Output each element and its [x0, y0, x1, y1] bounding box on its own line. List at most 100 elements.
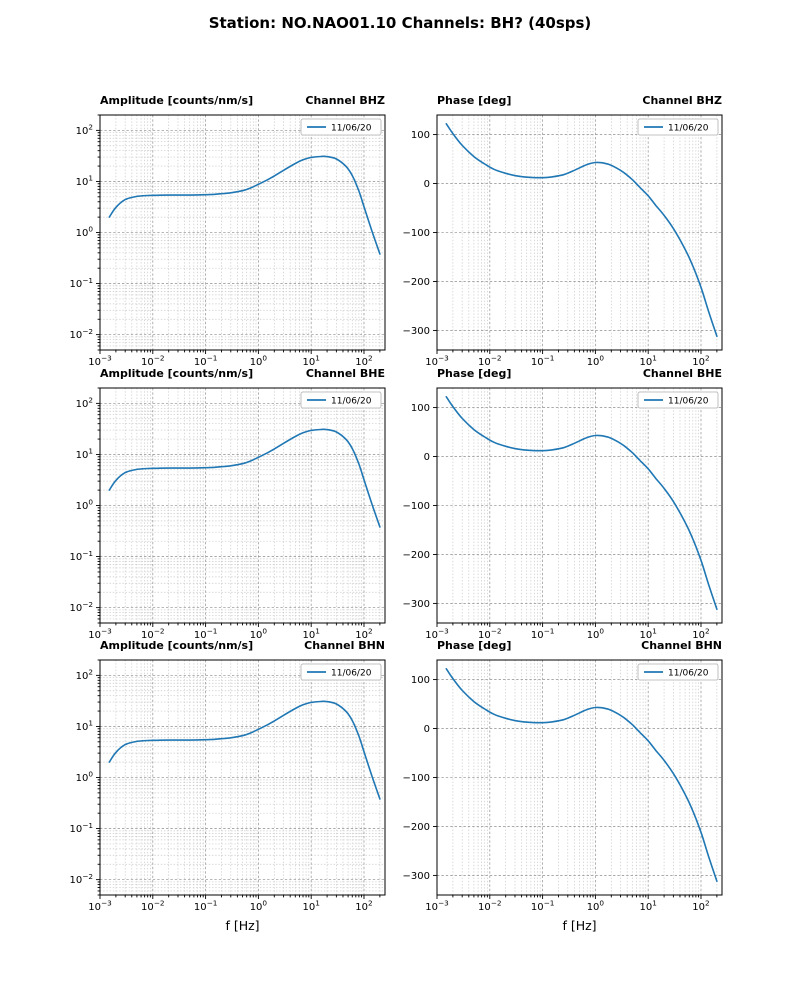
svg-text:100: 100 [76, 225, 94, 239]
phase-plot-bhn: 10−3 10−2 10−1 100 101 102 −300 −200 −100 0 100 11/… [403, 659, 723, 913]
axis-title-phase: Phase [deg] [437, 639, 512, 652]
svg-text:11/06/20: 11/06/20 [668, 397, 709, 407]
svg-text:−100: −100 [403, 773, 430, 784]
svg-text:10−1: 10−1 [70, 549, 94, 563]
svg-text:101: 101 [639, 899, 656, 913]
subplot-header-phase-bhz: Phase [deg] Channel BHZ [437, 94, 722, 107]
svg-text:10−1: 10−1 [194, 627, 218, 641]
svg-text:100: 100 [587, 354, 605, 368]
svg-text:10−1: 10−1 [70, 821, 94, 835]
svg-text:10−2: 10−2 [141, 627, 165, 641]
svg-text:10−1: 10−1 [70, 276, 94, 290]
svg-text:100: 100 [250, 354, 268, 368]
svg-text:10−2: 10−2 [70, 872, 94, 886]
amplitude-plot-bhz: 10−3 10−2 10−1 100 101 102 10−2 10−1 100 101 102 11… [70, 114, 386, 368]
svg-text:11/06/20: 11/06/20 [331, 669, 372, 679]
svg-text:−100: −100 [403, 501, 430, 512]
svg-text:−100: −100 [403, 228, 430, 239]
channel-label-bhe: Channel BHE [305, 367, 385, 380]
svg-text:0: 0 [424, 452, 430, 463]
svg-text:10−3: 10−3 [425, 354, 449, 368]
svg-text:−300: −300 [403, 871, 430, 882]
svg-text:102: 102 [355, 627, 372, 641]
svg-text:11/06/20: 11/06/20 [331, 124, 372, 134]
svg-text:101: 101 [76, 719, 93, 733]
svg-text:10−1: 10−1 [531, 627, 555, 641]
svg-text:102: 102 [76, 396, 93, 410]
axis-title-amplitude: Amplitude [counts/nm/s] [100, 367, 254, 380]
svg-text:0: 0 [424, 179, 430, 190]
svg-text:11/06/20: 11/06/20 [331, 397, 372, 407]
svg-text:102: 102 [692, 354, 709, 368]
subplot-header-amplitude-bhz: Amplitude [counts/nm/s] Channel BHZ [100, 94, 385, 107]
svg-text:102: 102 [76, 123, 93, 137]
svg-text:10−3: 10−3 [88, 354, 112, 368]
axis-title-amplitude: Amplitude [counts/nm/s] [100, 94, 254, 107]
svg-text:11/06/20: 11/06/20 [668, 124, 709, 134]
svg-text:100: 100 [587, 899, 605, 913]
subplot-header-amplitude-bhn: Amplitude [counts/nm/s] Channel BHN [100, 639, 385, 652]
svg-text:10−2: 10−2 [70, 327, 94, 341]
svg-text:10−3: 10−3 [425, 899, 449, 913]
svg-text:10−3: 10−3 [88, 627, 112, 641]
svg-text:102: 102 [355, 899, 372, 913]
svg-text:10−1: 10−1 [194, 354, 218, 368]
channel-label-bhz: Channel BHZ [642, 94, 722, 107]
svg-text:101: 101 [76, 174, 93, 188]
svg-text:100: 100 [76, 770, 94, 784]
svg-text:10−2: 10−2 [478, 354, 502, 368]
channel-label-bhe: Channel BHE [642, 367, 722, 380]
axis-title-phase: Phase [deg] [437, 94, 512, 107]
phase-plot-bhz: 10−3 10−2 10−1 100 101 102 −300 −200 −100 0 100 11/… [403, 114, 723, 368]
amplitude-plot-bhe: 10−3 10−2 10−1 100 101 102 10−2 10−1 100 101 102 11… [70, 387, 386, 641]
svg-text:100: 100 [411, 675, 430, 686]
svg-text:−200: −200 [403, 822, 430, 833]
svg-text:10−1: 10−1 [531, 354, 555, 368]
svg-text:100: 100 [411, 130, 430, 141]
subplot-header-amplitude-bhe: Amplitude [counts/nm/s] Channel BHE [100, 367, 385, 380]
svg-text:102: 102 [692, 627, 709, 641]
svg-text:10−3: 10−3 [425, 627, 449, 641]
axis-title-phase: Phase [deg] [437, 367, 512, 380]
phase-plot-bhe: 10−3 10−2 10−1 100 101 102 −300 −200 −100 0 100 11/… [403, 387, 723, 641]
svg-text:101: 101 [302, 899, 319, 913]
svg-text:−200: −200 [403, 550, 430, 561]
amplitude-plot-bhn: 10−3 10−2 10−1 100 101 102 10−2 10−1 100 101 102 11… [70, 659, 386, 913]
svg-text:100: 100 [250, 899, 268, 913]
svg-text:100: 100 [250, 627, 268, 641]
x-axis-label-right: f [Hz] [562, 918, 597, 933]
subplot-header-phase-bhe: Phase [deg] Channel BHE [437, 367, 722, 380]
svg-text:10−1: 10−1 [194, 899, 218, 913]
svg-text:101: 101 [639, 627, 656, 641]
svg-text:−200: −200 [403, 277, 430, 288]
svg-text:102: 102 [692, 899, 709, 913]
svg-text:100: 100 [411, 403, 430, 414]
channel-label-bhn: Channel BHN [641, 639, 722, 652]
x-axis-label-left: f [Hz] [225, 918, 260, 933]
svg-text:101: 101 [639, 354, 656, 368]
svg-text:101: 101 [302, 354, 319, 368]
svg-text:102: 102 [76, 668, 93, 682]
svg-text:10−2: 10−2 [141, 899, 165, 913]
channel-label-bhn: Channel BHN [304, 639, 385, 652]
subplot-header-phase-bhn: Phase [deg] Channel BHN [437, 639, 722, 652]
svg-text:10−2: 10−2 [478, 899, 502, 913]
svg-text:101: 101 [76, 447, 93, 461]
svg-text:11/06/20: 11/06/20 [668, 669, 709, 679]
svg-text:10−2: 10−2 [70, 600, 94, 614]
axis-title-amplitude: Amplitude [counts/nm/s] [100, 639, 254, 652]
svg-text:10−3: 10−3 [88, 899, 112, 913]
svg-text:100: 100 [76, 498, 94, 512]
channel-label-bhz: Channel BHZ [305, 94, 385, 107]
svg-text:100: 100 [587, 627, 605, 641]
svg-text:10−2: 10−2 [478, 627, 502, 641]
svg-text:101: 101 [302, 627, 319, 641]
svg-text:10−2: 10−2 [141, 354, 165, 368]
figure-title: Station: NO.NAO01.10 Channels: BH? (40sp… [208, 14, 592, 32]
svg-text:−300: −300 [403, 326, 430, 337]
svg-text:−300: −300 [403, 599, 430, 610]
svg-text:102: 102 [355, 354, 372, 368]
svg-text:0: 0 [424, 724, 430, 735]
svg-text:10−1: 10−1 [531, 899, 555, 913]
